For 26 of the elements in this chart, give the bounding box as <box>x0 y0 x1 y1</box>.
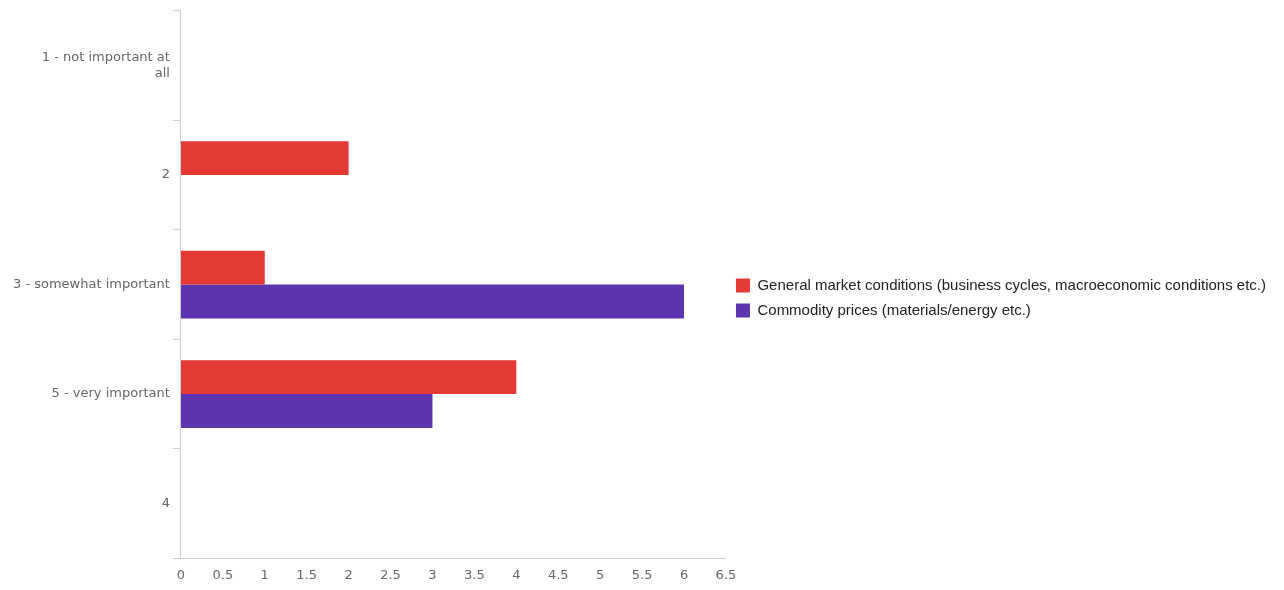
x-tick-label: 1.5 <box>296 566 318 582</box>
legend-label: Commodity prices (materials/energy etc.) <box>757 300 1031 318</box>
x-tick-label: 4 <box>512 566 521 582</box>
y-tick-label: 5 - very important <box>51 385 170 401</box>
y-tick-label: 2 <box>161 166 170 182</box>
bar <box>180 394 433 429</box>
x-tick-label: 2.5 <box>380 566 401 582</box>
bar <box>180 141 349 176</box>
x-tick-label: 1 <box>260 566 269 582</box>
bar <box>180 284 685 319</box>
x-tick-label: 2 <box>344 566 353 582</box>
x-tick-label: 6 <box>679 566 689 582</box>
x-tick-label: 6.5 <box>715 566 737 582</box>
x-tick-label: 5.5 <box>631 566 653 582</box>
x-tick-label: 4.5 <box>547 566 569 582</box>
bar <box>180 250 265 285</box>
x-tick-label: 0 <box>176 566 186 582</box>
x-tick-label: 3 <box>428 566 437 582</box>
x-tick-label: 0.5 <box>212 566 234 582</box>
y-tick-label: 4 <box>161 495 170 511</box>
x-tick-label: 3.5 <box>464 566 485 582</box>
x-tick-label: 5 <box>596 566 605 582</box>
legend-label: General market conditions (business cycles, macroeconomic conditions etc.) <box>757 275 1267 293</box>
y-tick-label: 3 - somewhat important <box>12 275 170 291</box>
y-tick-label: 1 - not important at all <box>41 49 170 80</box>
bar <box>180 360 517 395</box>
